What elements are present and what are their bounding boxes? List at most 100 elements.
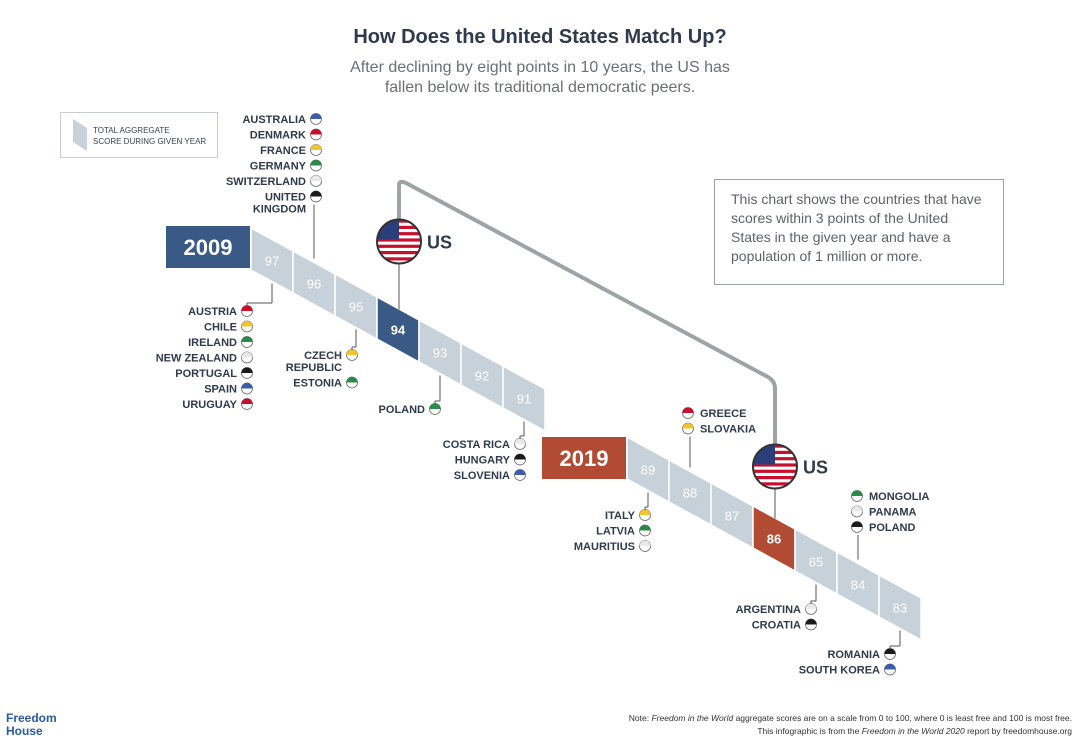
country-label-united-kingdom-1: KINGDOM xyxy=(253,204,306,216)
us-label-2009: US xyxy=(427,233,452,253)
country-cluster-2019-83: ROMANIA SOUTH KOREA xyxy=(799,630,901,677)
country-label-uruguay: URUGUAY xyxy=(182,399,237,411)
subtitle-line-2: fallen below its traditional democratic … xyxy=(384,79,696,96)
source-prefix: This infographic is from the xyxy=(757,726,862,736)
score-label-2009-96: 96 xyxy=(307,277,321,292)
legend-line-2: SCORE DURING GIVEN YEAR xyxy=(93,137,207,146)
score-segment-2019-83 xyxy=(878,573,922,642)
flag-icon-italy xyxy=(639,509,651,521)
flag-icon-estonia xyxy=(346,376,358,389)
flag-icon-argentina xyxy=(805,603,817,615)
score-label-2019-84: 84 xyxy=(851,578,865,593)
score-label-2019-89: 89 xyxy=(641,463,655,478)
score-label-2009-94: 94 xyxy=(391,323,406,338)
score-label-2019-88: 88 xyxy=(683,486,697,501)
country-label-hungary: HUNGARY xyxy=(455,455,511,467)
score-label-2019-83: 83 xyxy=(893,601,907,616)
score-label-2009-92: 92 xyxy=(475,369,489,384)
flag-icon-australia xyxy=(310,113,322,125)
country-label-panama: PANAMA xyxy=(869,507,917,519)
source-rest: report by freedomhouse.org xyxy=(964,726,1072,736)
page-title: How Does the United States Match Up? xyxy=(353,26,727,48)
score-label-2009-97: 97 xyxy=(265,254,279,269)
country-label-costa-rica: COSTA RICA xyxy=(443,439,510,451)
country-label-estonia: ESTONIA xyxy=(293,378,342,390)
info-box: This chart shows the countries that have… xyxy=(714,179,1004,285)
logo-line-2: House xyxy=(6,724,43,738)
logo-line-1: Freedom xyxy=(6,711,57,725)
flag-icon-latvia xyxy=(639,524,651,537)
flag-icon-croatia xyxy=(805,618,817,631)
year-box-2009 xyxy=(166,226,250,268)
flag-icon-czech-republic xyxy=(346,349,358,361)
flag-icon-portugal xyxy=(241,367,253,379)
flag-icon-mauritius xyxy=(639,540,651,552)
us-flag-icon-2009 xyxy=(376,218,422,265)
country-label-czech-republic-0: CZECH xyxy=(304,350,342,362)
score-label-2019-85: 85 xyxy=(809,555,823,570)
page-subtitle: After declining by eight points in 10 ye… xyxy=(0,58,1080,98)
legend-line-1: TOTAL AGGREGATE xyxy=(93,126,170,135)
country-cluster-2019-88: GREECE SLOVAKIA xyxy=(682,407,756,468)
country-label-ireland: IRELAND xyxy=(188,337,237,349)
flag-icon-romania xyxy=(884,648,896,660)
country-label-spain: SPAIN xyxy=(204,384,237,396)
flag-icon-united-kingdom xyxy=(310,190,322,203)
country-label-united-kingdom-0: UNITED xyxy=(265,192,306,204)
country-label-italy: ITALY xyxy=(605,510,636,522)
score-label-2019-86: 86 xyxy=(767,532,781,547)
flag-icon-denmark xyxy=(310,128,322,141)
flag-icon-panama xyxy=(851,505,863,518)
country-label-australia: AUSTRALIA xyxy=(242,114,306,126)
source-italic: Freedom in the World 2020 xyxy=(861,726,965,736)
freedom-house-logo: Freedom House xyxy=(6,712,57,738)
legend-swatch xyxy=(73,119,87,151)
flag-icon-poland xyxy=(429,403,441,415)
year-label-2019: 2019 xyxy=(560,446,609,471)
country-cluster-2009-96: AUSTRALIA DENMARK FRANCE GERMANY SWITZERLAND… xyxy=(226,113,322,259)
country-label-argentina: ARGENTINA xyxy=(736,604,801,616)
country-label-mauritius: MAURITIUS xyxy=(574,541,635,553)
country-label-new-zealand: NEW ZEALAND xyxy=(156,353,237,365)
group-2019: 2019 89 88 87 86 85 84 83 US GREECE SLOVAKIA ITALY L… xyxy=(542,407,930,677)
country-cluster-2009-93: POLAND xyxy=(379,375,441,416)
us-connector-line xyxy=(397,179,777,447)
country-cluster-2009-97: AUSTRIA CHILE IRELAND NEW ZEALAND PORTUGAL SP… xyxy=(156,283,273,411)
country-label-poland: POLAND xyxy=(869,522,916,534)
us-flag-icon-2019 xyxy=(752,443,798,490)
score-label-2009-95: 95 xyxy=(349,300,363,315)
flag-icon-south-korea xyxy=(884,663,896,676)
score-label-2009-91: 91 xyxy=(517,392,531,407)
flag-icon-new-zealand xyxy=(241,351,253,364)
country-label-croatia: CROATIA xyxy=(752,620,801,632)
country-cluster-2019-85: ARGENTINA CROATIA xyxy=(736,584,817,632)
flag-icon-poland xyxy=(851,521,863,533)
country-label-france: FRANCE xyxy=(260,145,306,157)
flag-icon-uruguay xyxy=(241,398,253,410)
country-label-romania: ROMANIA xyxy=(827,649,880,661)
subtitle-line-1: After declining by eight points in 10 ye… xyxy=(350,59,730,76)
flag-icon-switzerland xyxy=(310,175,322,187)
country-cluster-2019-89: ITALY LATVIA MAURITIUS xyxy=(574,492,651,553)
flag-icon-slovakia xyxy=(682,422,694,435)
flag-icon-austria xyxy=(241,305,253,317)
score-label-2009-93: 93 xyxy=(433,346,447,361)
country-label-chile: CHILE xyxy=(204,322,237,334)
country-label-denmark: DENMARK xyxy=(250,130,306,142)
flag-icon-greece xyxy=(682,407,694,419)
note-prefix: Note: xyxy=(628,713,652,723)
flag-icon-hungary xyxy=(514,453,526,466)
note-rest: aggregate scores are on a scale from 0 t… xyxy=(733,713,1072,723)
country-label-germany: GERMANY xyxy=(250,161,307,173)
score-label-2019-87: 87 xyxy=(725,509,739,524)
flag-icon-costa-rica xyxy=(514,438,526,450)
year-label-2009: 2009 xyxy=(184,235,233,260)
country-cluster-2019-84: MONGOLIA PANAMA POLAND xyxy=(851,490,930,560)
us-label-2019: US xyxy=(803,458,828,478)
country-label-greece: GREECE xyxy=(700,408,746,420)
country-label-slovakia: SLOVAKIA xyxy=(700,424,756,436)
country-label-slovenia: SLOVENIA xyxy=(454,470,510,482)
country-label-austria: AUSTRIA xyxy=(188,306,237,318)
flag-icon-france xyxy=(310,144,322,156)
